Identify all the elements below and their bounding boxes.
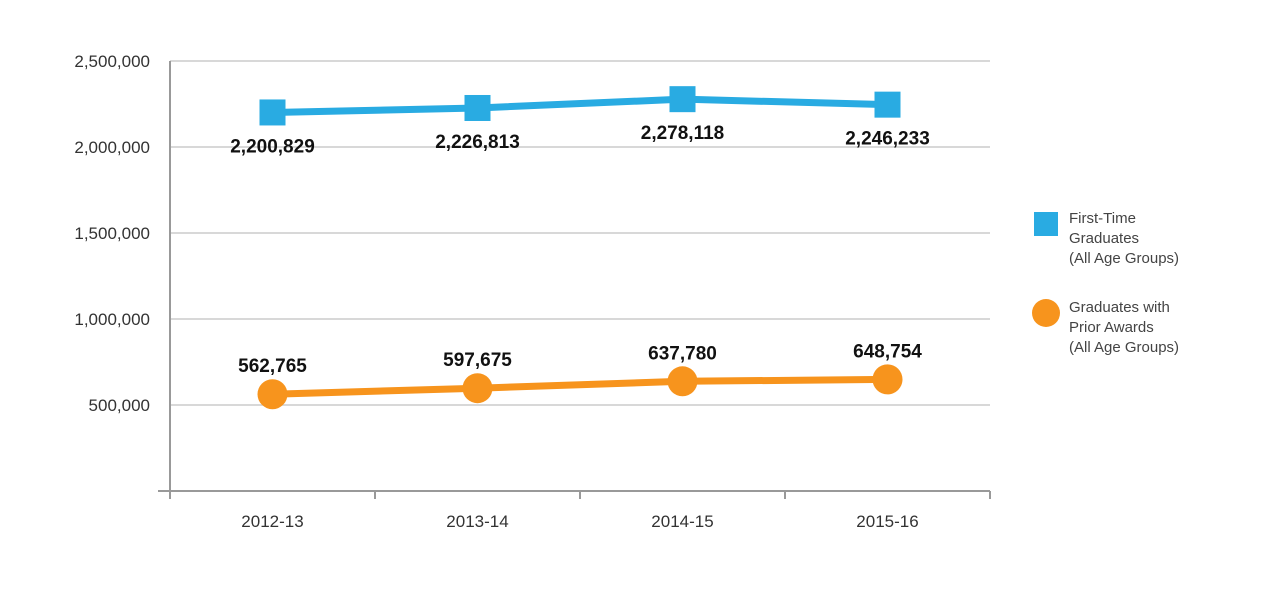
first_time-marker (669, 86, 696, 113)
x-tick-label: 2013-14 (446, 512, 508, 531)
x-tick-label: 2015-16 (856, 512, 918, 531)
first_time-legend-label: (All Age Groups) (1069, 250, 1179, 267)
first_time-data-label: 2,278,118 (641, 123, 724, 144)
first_time-marker (464, 94, 491, 121)
prior_awards-legend-label: (All Age Groups) (1069, 339, 1179, 356)
prior_awards-marker (257, 379, 288, 410)
first_time-data-label: 2,226,813 (435, 132, 520, 153)
y-tick-label: 1,500,000 (74, 224, 150, 243)
y-tick-label: 500,000 (89, 396, 150, 415)
first_time-data-label: 2,246,233 (845, 129, 930, 150)
prior_awards-legend-label: Graduates with (1069, 299, 1170, 316)
legend: First-Time Graduates (All Age Groups) Gradu… (1032, 210, 1179, 356)
prior_awards-data-label: 597,675 (443, 350, 512, 371)
first_time-legend-label: Graduates (1069, 230, 1139, 247)
prior_awards-legend-marker (1032, 299, 1060, 327)
first_time-marker (259, 99, 286, 126)
first_time-marker (874, 91, 901, 118)
prior_awards-data-label: 637,780 (648, 343, 717, 364)
gridlines (170, 60, 990, 406)
data-labels: 2,200,829 2,226,813 2,278,118 2,246,233 562,… (230, 123, 930, 377)
series-layer (257, 86, 903, 410)
x-tick-label: 2012-13 (241, 512, 303, 531)
first_time-data-label: 2,200,829 (230, 136, 315, 157)
prior_awards-legend-label: Prior Awards (1069, 319, 1154, 336)
y-tick-label: 1,000,000 (74, 310, 150, 329)
prior_awards-data-label: 562,765 (238, 356, 307, 377)
prior_awards-line (272, 375, 888, 398)
first_time-legend-marker (1034, 212, 1058, 236)
x-tick-label: 2014-15 (651, 512, 713, 531)
y-tick-label: 2,000,000 (74, 138, 150, 157)
axes: 500,000 1,000,000 1,500,000 2,000,000 2,500,… (74, 52, 991, 531)
prior_awards-marker (667, 366, 698, 397)
prior_awards-marker (462, 373, 493, 404)
prior_awards-marker (872, 364, 903, 395)
first_time-line (272, 95, 888, 116)
first_time-legend-label: First-Time (1069, 210, 1136, 227)
prior_awards-data-label: 648,754 (853, 341, 922, 362)
y-tick-label: 2,500,000 (74, 52, 150, 71)
